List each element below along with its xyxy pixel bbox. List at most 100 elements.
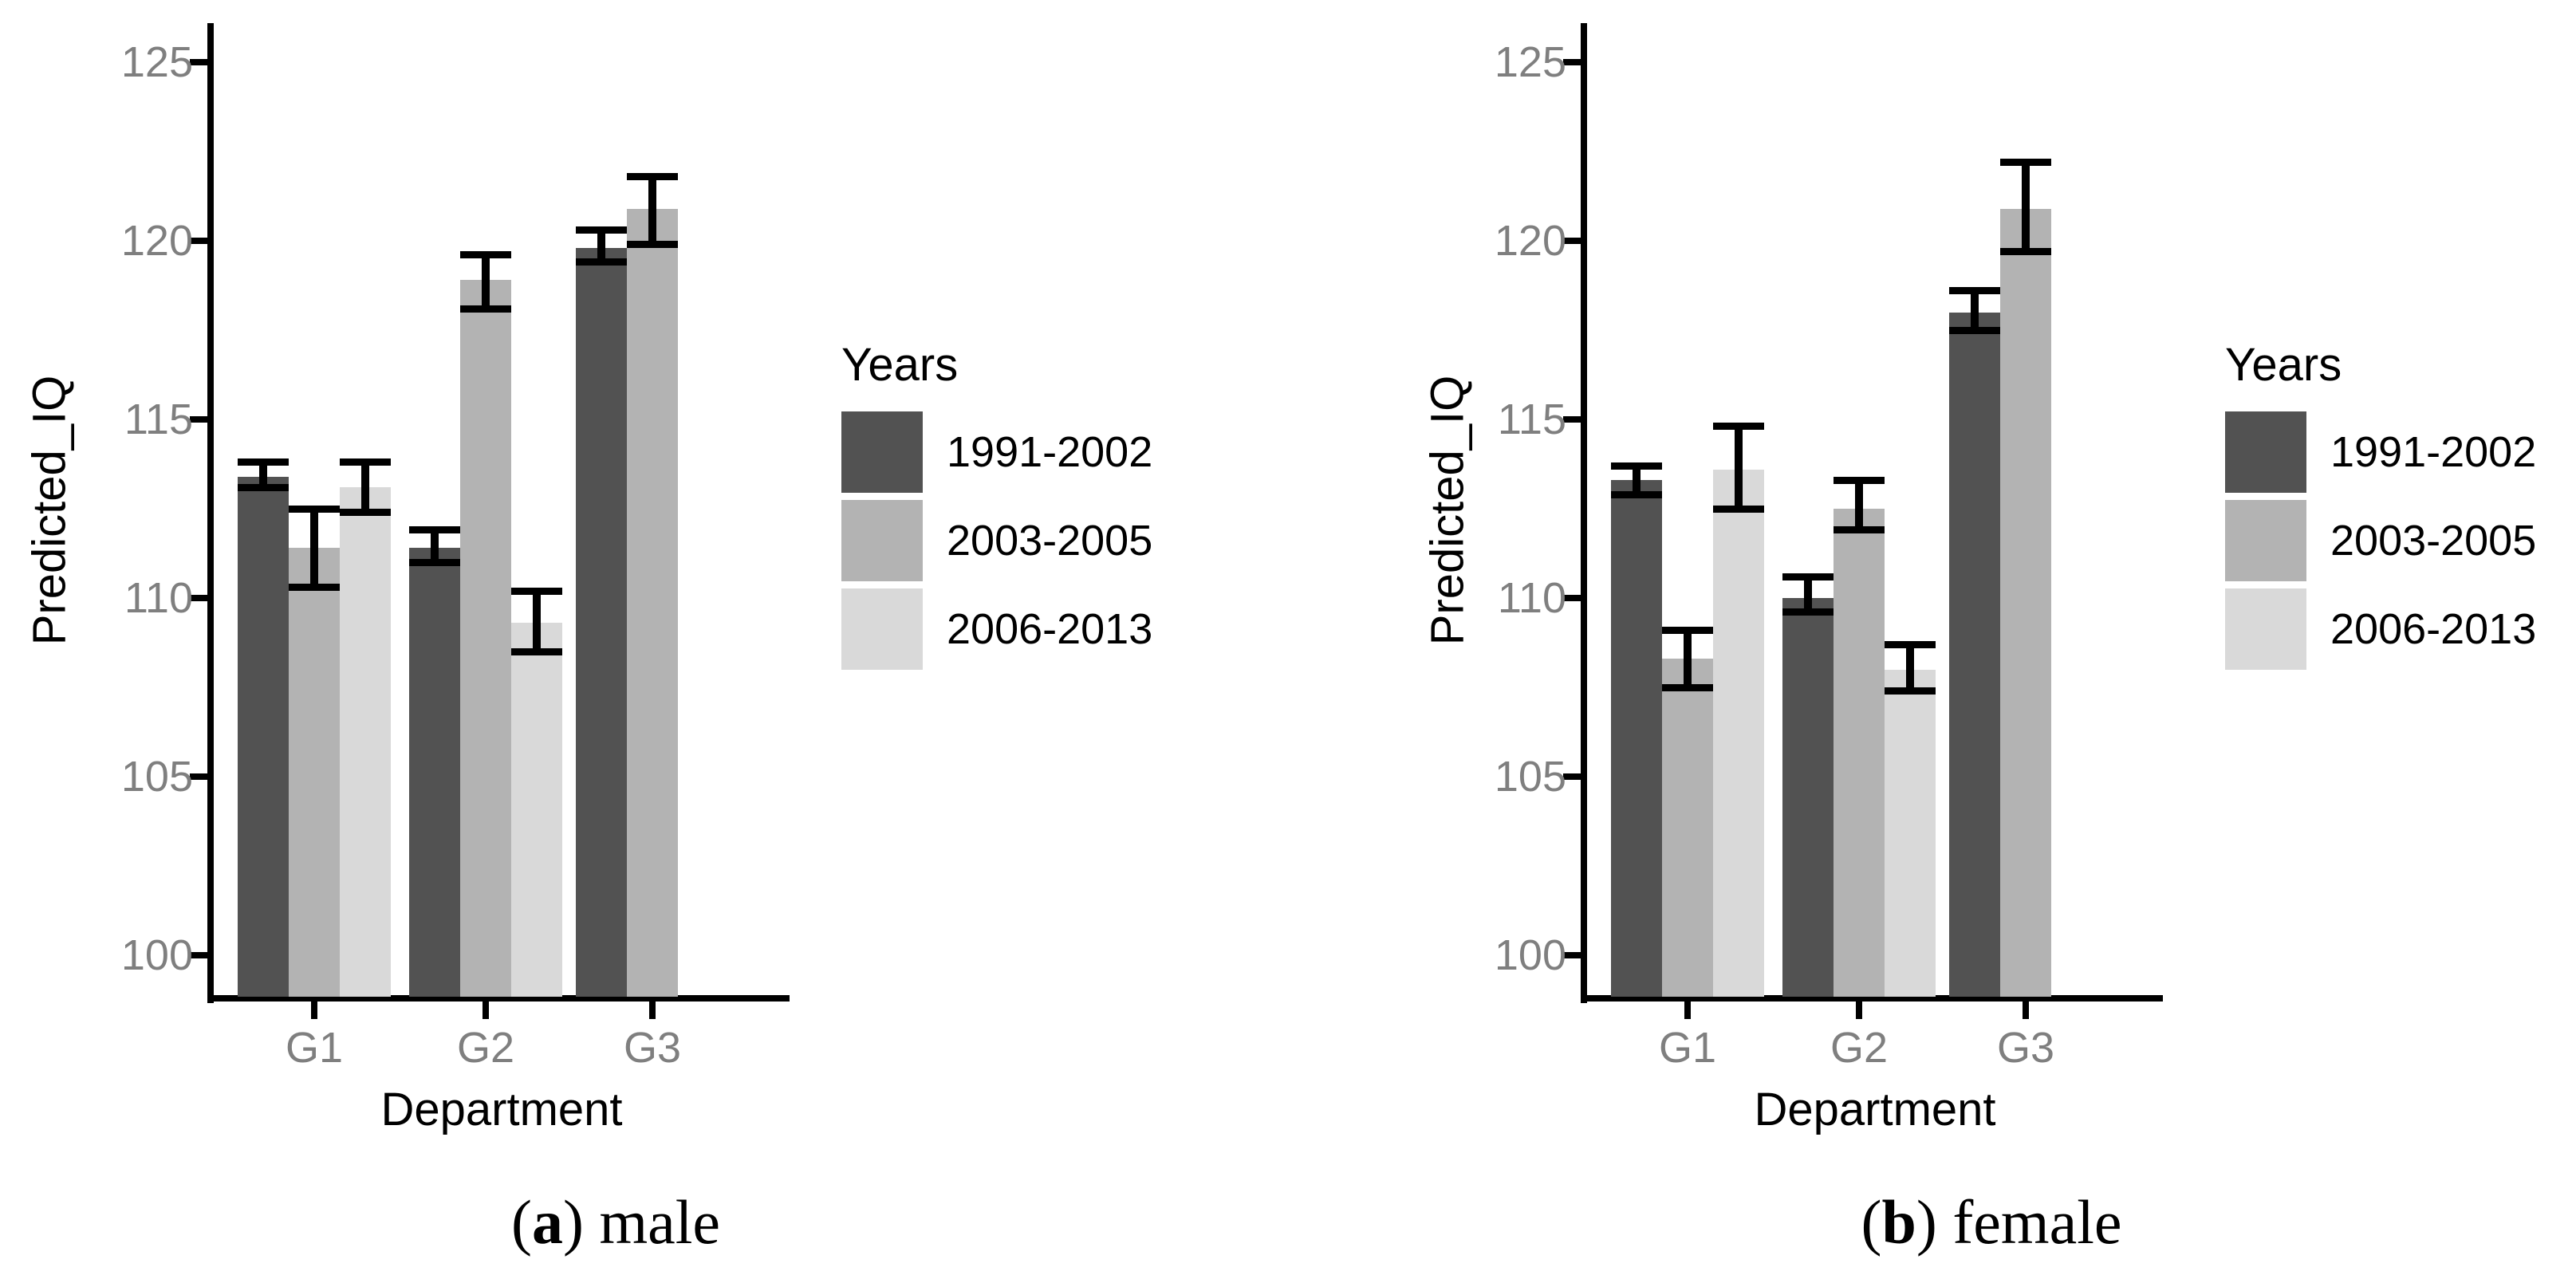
y-tick-label: 100: [1494, 931, 1566, 979]
bar-g2-2003-2005: [460, 280, 511, 997]
error-bar-line: [597, 230, 605, 262]
error-bar-cap-bottom: [627, 240, 678, 248]
y-tick-mark: [190, 773, 207, 780]
panel-female: Predicted_IQ 100 105 110 115 120 125 G1 G2 G3 De…: [1288, 0, 2576, 1275]
legend-label-2003-2005: 2003-2005: [947, 517, 1153, 565]
y-tick-label: 110: [1497, 574, 1566, 622]
x-tick-label: G2: [456, 1024, 515, 1072]
y-tick-mark: [1563, 952, 1581, 958]
error-bar-cap-bottom: [340, 508, 391, 516]
error-bar-cap-bottom: [1782, 608, 1834, 616]
y-tick-mark: [190, 595, 207, 601]
legend-swatch-2006-2013: [841, 588, 923, 670]
bar-g2-1991-2002: [409, 548, 460, 997]
y-axis-line: [207, 23, 214, 1003]
caption-female: (b) female: [1861, 1186, 2121, 1258]
x-axis-title: Department: [380, 1084, 623, 1135]
error-bar-cap-bottom: [460, 305, 511, 313]
y-tick-mark: [1563, 59, 1581, 65]
legend-swatch-2006-2013: [2225, 588, 2306, 670]
error-bar-cap-top: [460, 251, 511, 259]
error-bar-line: [1971, 290, 1979, 330]
y-tick-label: 100: [120, 931, 193, 979]
error-bar-cap-bottom: [1713, 505, 1764, 513]
x-tick-label: G2: [1830, 1024, 1889, 1072]
legend-label-1991-2002: 1991-2002: [2330, 428, 2537, 476]
caption-male: (a) male: [511, 1186, 720, 1258]
error-bar-cap-top: [409, 526, 460, 534]
caption-label: male: [583, 1187, 721, 1257]
error-bar-cap-top: [2000, 158, 2051, 166]
x-tick-mark: [1856, 1002, 1862, 1019]
error-bar-cap-top: [1949, 287, 2000, 295]
panel-male: Predicted_IQ 100 105 110 115 120 125 G1 G2 G3 De…: [24, 23, 1153, 1258]
error-bar-line: [2022, 162, 2030, 252]
error-bar-cap-top: [627, 172, 678, 180]
caption-open-paren: (: [1861, 1187, 1882, 1257]
legend-title: Years: [2225, 339, 2342, 391]
x-axis-line: [207, 995, 790, 1002]
error-bar-cap-bottom: [1611, 490, 1662, 498]
x-tick-mark: [311, 1002, 317, 1019]
y-tick-label: 115: [1497, 395, 1566, 443]
error-bar-cap-bottom: [2000, 247, 2051, 255]
y-tick-label: 115: [124, 395, 193, 443]
error-bar-cap-bottom: [238, 483, 289, 491]
error-bar-cap-bottom: [1885, 687, 1936, 695]
y-tick-mark: [190, 952, 207, 958]
legend-label-2006-2013: 2006-2013: [947, 605, 1153, 653]
error-bar-line: [259, 462, 267, 488]
error-bar-cap-bottom: [1834, 526, 1885, 534]
error-bar-cap-top: [1611, 462, 1662, 470]
bar-g1-2006-2013: [340, 487, 391, 997]
error-bar-cap-bottom: [409, 558, 460, 566]
y-tick-label: 125: [1494, 38, 1566, 86]
legend-label-1991-2002: 1991-2002: [947, 428, 1153, 476]
y-tick-mark: [1563, 773, 1581, 780]
bar-g1-2003-2005: [289, 548, 340, 997]
bar-g2-2006-2013: [1885, 669, 1936, 997]
y-tick-mark: [190, 238, 207, 244]
bar-g2-2003-2005: [1834, 509, 1885, 997]
error-bar-cap-top: [238, 458, 289, 466]
bar-g1-1991-2002: [238, 476, 289, 997]
y-tick-mark: [1563, 238, 1581, 244]
y-tick-label: 120: [1494, 217, 1566, 265]
x-axis-line: [1581, 995, 2163, 1002]
error-bar-cap-top: [576, 226, 627, 234]
error-bar-cap-top: [340, 458, 391, 466]
x-tick-mark: [483, 1002, 489, 1019]
legend-swatch-1991-2002: [2225, 411, 2306, 493]
y-tick-label: 125: [120, 38, 193, 86]
legend-swatch-1991-2002: [841, 411, 923, 493]
bar-g2-1991-2002: [1782, 598, 1834, 997]
x-axis-title: Department: [1754, 1084, 1996, 1135]
error-bar-line: [1633, 466, 1641, 495]
x-tick-label: G1: [285, 1024, 344, 1072]
error-bar-cap-top: [1782, 573, 1834, 580]
caption-letter: a: [531, 1187, 563, 1257]
caption-close-paren: ): [562, 1187, 584, 1257]
error-bar-line: [1735, 426, 1743, 509]
y-tick-mark: [1563, 595, 1581, 601]
bar-g1-1991-2002: [1611, 480, 1662, 997]
y-tick-label: 120: [120, 217, 193, 265]
x-tick-label: G1: [1658, 1024, 1717, 1072]
x-tick-mark: [1684, 1002, 1691, 1019]
error-bar-cap-bottom: [1949, 326, 2000, 334]
x-tick-mark: [2023, 1002, 2029, 1019]
y-tick-label: 105: [1494, 753, 1566, 801]
error-bar-cap-top: [1834, 476, 1885, 484]
error-bar-cap-bottom: [289, 584, 340, 592]
caption-close-paren: ): [1916, 1187, 1937, 1257]
y-axis-line: [1581, 23, 1587, 1003]
bar-g3-1991-2002: [1949, 312, 2000, 997]
error-bar-cap-bottom: [511, 647, 562, 655]
error-bar-line: [1804, 577, 1812, 612]
bar-g3-1991-2002: [576, 247, 627, 997]
legend-label-2006-2013: 2006-2013: [2330, 605, 2537, 653]
x-tick-label: G3: [1996, 1024, 2055, 1072]
caption-letter: b: [1881, 1187, 1916, 1257]
legend-label-2003-2005: 2003-2005: [2330, 517, 2537, 565]
